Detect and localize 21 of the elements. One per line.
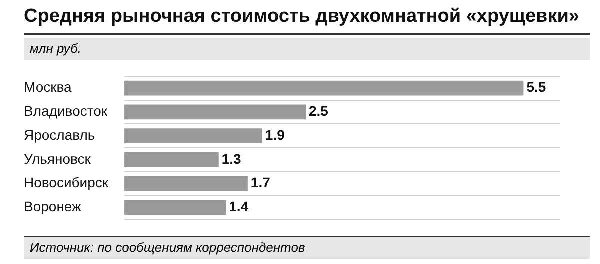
bar <box>124 152 219 168</box>
bar <box>124 176 248 192</box>
data-label: 5.5 <box>526 79 546 96</box>
bar <box>124 200 226 216</box>
bar <box>124 80 524 96</box>
y-tick-label: Ульяновск <box>24 150 92 167</box>
data-label: 2.5 <box>308 103 329 120</box>
y-tick-label: Владивосток <box>24 103 108 120</box>
y-tick-label: Новосибирск <box>24 174 110 191</box>
y-tick-label: Ярославль <box>24 126 96 143</box>
data-label: 1.4 <box>229 198 249 215</box>
bar <box>124 104 306 120</box>
data-label: 1.3 <box>222 150 242 167</box>
y-tick-label: Воронеж <box>24 198 82 215</box>
y-tick-label: Москва <box>24 79 72 96</box>
bar <box>124 128 262 144</box>
chart-title: Средняя рыночная стоимость двухкомнатной «хрущевки» <box>24 6 580 28</box>
data-label: 1.9 <box>265 126 286 143</box>
text: Источник: по сообщениям корреспондентов <box>24 236 590 259</box>
data-label: 1.7 <box>250 174 271 191</box>
chart-subtitle: млн руб. <box>24 38 590 60</box>
